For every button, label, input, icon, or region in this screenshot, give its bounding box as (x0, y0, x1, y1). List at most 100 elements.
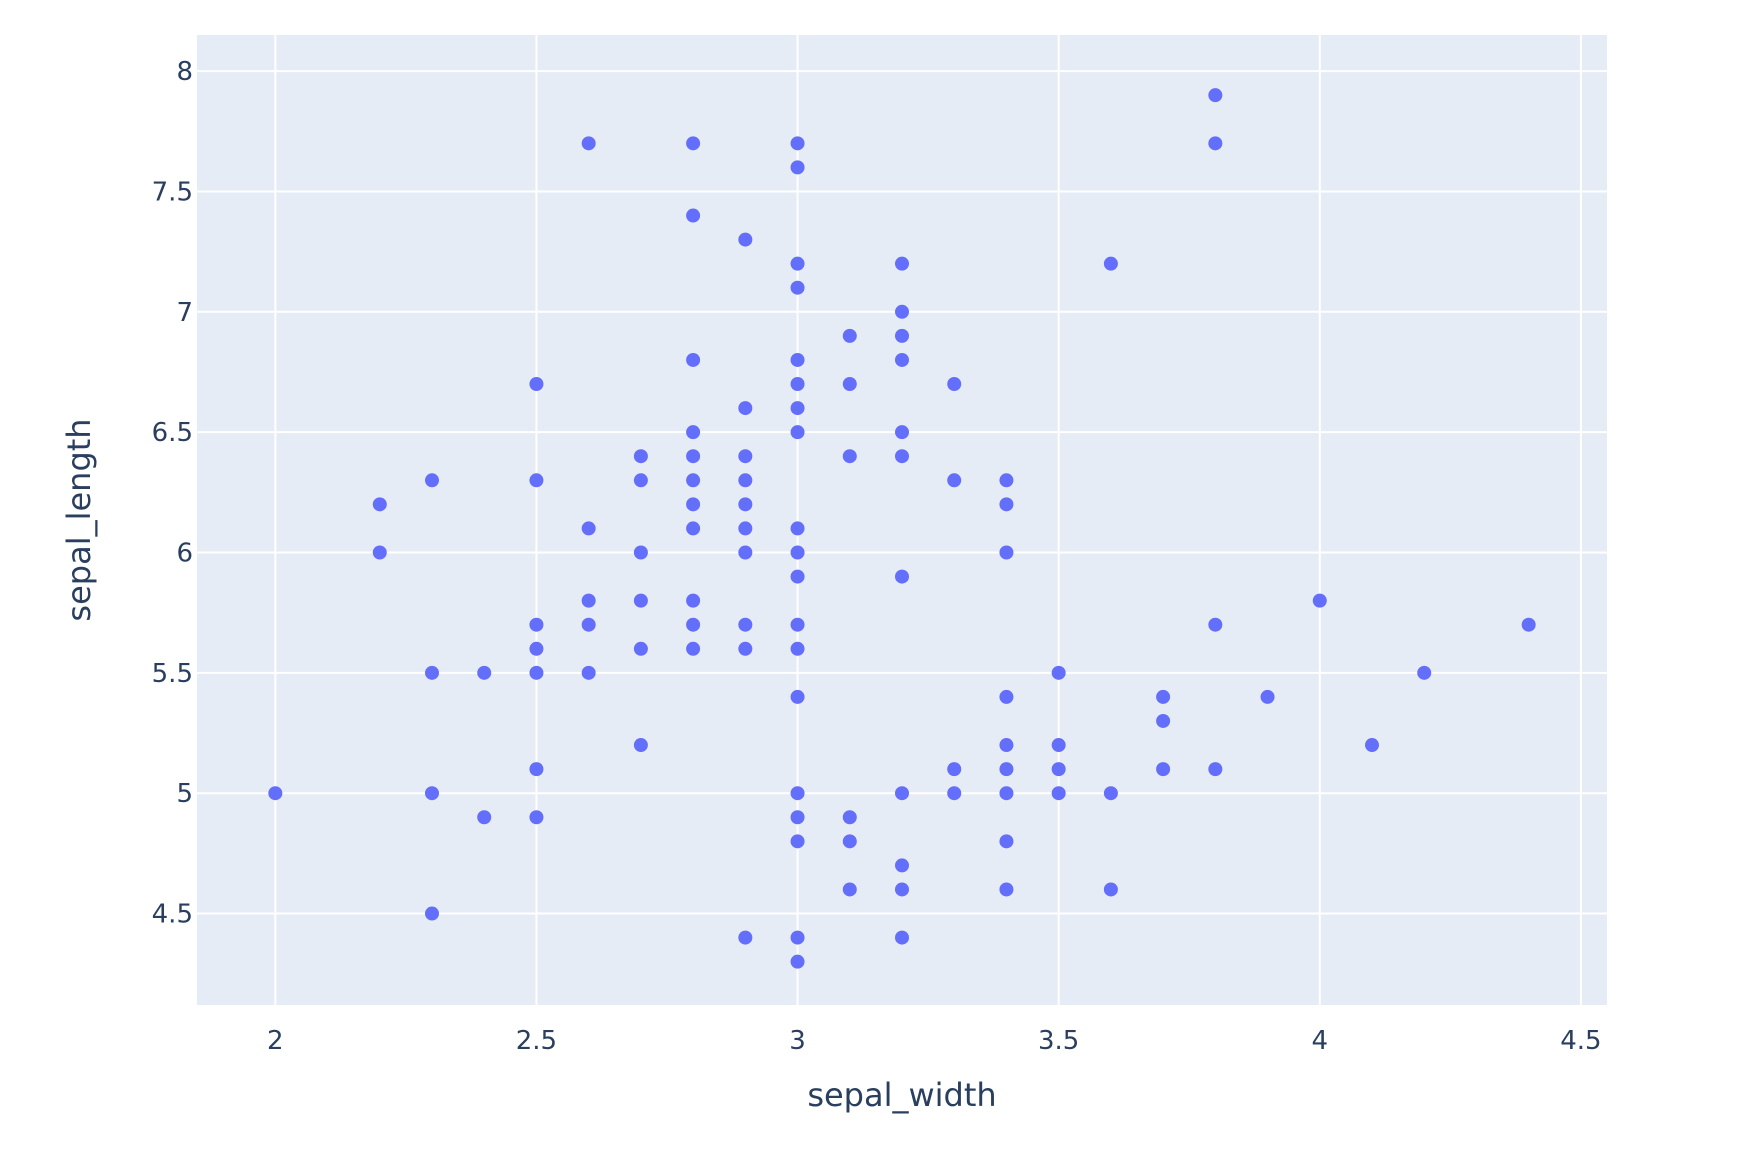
scatter-point (1208, 762, 1223, 777)
scatter-point (790, 280, 805, 295)
x-axis-title: sepal_width (807, 1076, 996, 1114)
scatter-point (581, 136, 596, 151)
scatter-point (790, 136, 805, 151)
scatter-point (633, 738, 648, 753)
scatter-point (268, 786, 283, 801)
scatter-point (790, 545, 805, 560)
x-tick-label: 4.5 (1560, 1026, 1601, 1056)
scatter-point (1312, 593, 1327, 608)
scatter-point (529, 377, 544, 392)
scatter-point (895, 882, 909, 897)
scatter-point (999, 497, 1014, 512)
scatter-point (1103, 786, 1118, 801)
scatter-point (425, 906, 439, 921)
y-tick-labels: 4.5 5 5.5 6 6.5 7 7.5 8 (152, 57, 193, 929)
scatter-point (895, 930, 909, 945)
plot-background (197, 35, 1607, 1005)
scatter-point (999, 834, 1014, 849)
scatter-point (790, 352, 805, 367)
scatter-point (842, 810, 857, 825)
scatter-point (529, 473, 544, 488)
scatter-point (790, 256, 805, 271)
scatter-point (529, 665, 544, 680)
scatter-point (633, 593, 648, 608)
scatter-point (1103, 256, 1118, 271)
scatter-point (1260, 689, 1275, 704)
scatter-point (477, 810, 492, 825)
scatter-point (842, 328, 857, 343)
scatter-point (686, 641, 701, 656)
scatter-point (790, 810, 805, 825)
scatter-point (633, 449, 648, 464)
scatter-point (790, 401, 805, 416)
scatter-point (633, 473, 648, 488)
scatter-points (268, 88, 1536, 969)
scatter-point (790, 689, 805, 704)
scatter-point (529, 641, 544, 656)
scatter-point (686, 497, 701, 512)
scatter-point (581, 617, 596, 632)
scatter-point (1208, 617, 1223, 632)
y-tick-label: 5.5 (152, 659, 193, 689)
scatter-point (686, 617, 701, 632)
scatter-point (895, 425, 909, 440)
scatter-point (790, 786, 805, 801)
scatter-point (738, 617, 753, 632)
scatter-point (1051, 738, 1066, 753)
scatter-point (1156, 762, 1171, 777)
scatter-point (529, 617, 544, 632)
scatter-point (1156, 713, 1171, 728)
scatter-point (999, 473, 1014, 488)
scatter-point (738, 930, 753, 945)
scatter-point (633, 641, 648, 656)
scatter-point (1208, 136, 1223, 151)
scatter-point (895, 449, 909, 464)
x-tick-label: 2 (267, 1026, 284, 1056)
scatter-point (738, 497, 753, 512)
scatter-point (947, 473, 962, 488)
scatter-point (581, 521, 596, 536)
scatter-point (790, 954, 805, 969)
scatter-point (425, 786, 439, 801)
scatter-point (1051, 762, 1066, 777)
scatter-point (738, 232, 753, 247)
scatter-point (581, 665, 596, 680)
scatter-point (895, 352, 909, 367)
scatter-point (686, 136, 701, 151)
scatter-point (686, 521, 701, 536)
scatter-point (790, 930, 805, 945)
scatter-point (477, 665, 492, 680)
y-tick-label: 6 (176, 538, 193, 568)
scatter-point (895, 256, 909, 271)
scatter-point (581, 593, 596, 608)
scatter-point (790, 834, 805, 849)
scatter-point (947, 786, 962, 801)
scatter-point (842, 882, 857, 897)
scatter-point (738, 401, 753, 416)
scatter-point (999, 545, 1014, 560)
scatter-point (738, 521, 753, 536)
scatter-point (947, 377, 962, 392)
y-axis-title: sepal_length (60, 418, 98, 621)
x-tick-label: 3 (789, 1026, 806, 1056)
scatter-point (895, 569, 909, 584)
scatter-point (790, 641, 805, 656)
y-tick-label: 7 (176, 298, 193, 328)
scatter-point (999, 882, 1014, 897)
scatter-point (1051, 665, 1066, 680)
scatter-point (686, 208, 701, 223)
scatter-point (529, 762, 544, 777)
scatter-point (895, 304, 909, 319)
x-gridlines (274, 35, 1582, 1005)
scatter-point (1365, 738, 1379, 753)
scatter-point (738, 641, 753, 656)
scatter-point (1417, 665, 1432, 680)
scatter-point (738, 473, 753, 488)
scatter-point (1156, 689, 1171, 704)
scatter-point (738, 545, 753, 560)
scatter-point (947, 762, 962, 777)
scatter-point (633, 545, 648, 560)
scatter-point (790, 160, 805, 175)
